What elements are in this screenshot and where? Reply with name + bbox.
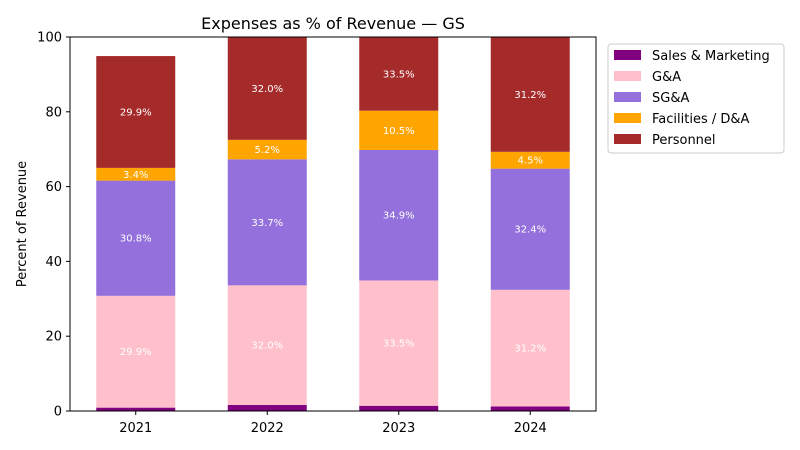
y-axis-title: Percent of Revenue <box>15 161 30 287</box>
legend-label: Personnel <box>652 133 716 148</box>
bar-sg-a-2022 <box>227 159 307 286</box>
bar-personnel-2024 <box>490 37 570 152</box>
legend-label: Sales & Marketing <box>652 49 770 64</box>
y-axis: 0 20 40 60 80 100 <box>37 31 70 420</box>
bar-facilities-d-a-2021 <box>96 167 176 181</box>
y-tick-label: 80 <box>45 105 62 120</box>
bar-g-a-2023 <box>359 280 439 406</box>
x-axis: 2021 2022 2023 2024 <box>119 411 547 436</box>
plot-frame <box>69 36 597 412</box>
data-label: 4.5% <box>518 156 543 167</box>
legend-label: G&A <box>652 70 681 85</box>
bar-g-a-2021 <box>96 295 176 408</box>
bar-sales-marketing-2022 <box>227 405 307 411</box>
x-tick-label: 2021 <box>119 421 152 436</box>
y-tick-label: 20 <box>45 330 62 345</box>
bar-sales-marketing-2023 <box>359 405 439 411</box>
bar-labels-group: 29.9% 30.8% 3.4% 29.9% 32.0% 33.7% 5.2% 32.0% 33… <box>120 69 546 358</box>
data-label: 34.9% <box>383 211 415 222</box>
y-tick-label: 100 <box>37 31 62 46</box>
x-tick-label: 2023 <box>382 421 415 436</box>
data-label: 30.8% <box>120 234 152 245</box>
bar-personnel-2022 <box>227 37 307 140</box>
legend-swatch-personnel <box>614 134 641 144</box>
bar-personnel-2021 <box>96 56 176 168</box>
bar-sg-a-2023 <box>359 149 439 281</box>
chart-title: Expenses as % of Revenue — GS <box>201 14 465 33</box>
data-label: 29.9% <box>120 107 152 118</box>
data-label: 33.7% <box>251 218 283 229</box>
y-tick-label: 0 <box>54 405 62 420</box>
data-label: 29.9% <box>120 347 152 358</box>
data-label: 31.2% <box>514 344 546 355</box>
bar-g-a-2022 <box>227 285 307 406</box>
data-label: 32.0% <box>251 341 283 352</box>
bar-facilities-d-a-2022 <box>227 139 307 160</box>
data-label: 32.0% <box>251 84 283 95</box>
bar-facilities-d-a-2023 <box>359 110 439 150</box>
data-label: 33.5% <box>383 69 415 80</box>
data-label: 5.2% <box>255 145 280 156</box>
bar-sg-a-2021 <box>96 180 176 296</box>
data-label: 32.4% <box>514 225 546 236</box>
bar-sales-marketing-2021 <box>96 407 176 411</box>
x-tick-label: 2024 <box>514 421 547 436</box>
x-tick-label: 2022 <box>251 421 284 436</box>
data-label: 33.5% <box>383 339 415 350</box>
data-label: 31.2% <box>514 90 546 101</box>
legend-swatch-sg-a <box>614 92 641 102</box>
legend-swatch-g-a <box>614 71 641 81</box>
data-label: 3.4% <box>123 170 148 181</box>
bar-facilities-d-a-2024 <box>490 151 570 169</box>
bars-group <box>96 37 570 411</box>
y-tick-label: 40 <box>45 255 62 270</box>
legend-swatch-facilities-d-a <box>614 113 641 123</box>
legend-label: Facilities / D&A <box>652 112 750 127</box>
bar-g-a-2024 <box>490 289 570 407</box>
data-label: 10.5% <box>383 126 415 137</box>
legend-swatch-sales-marketing <box>614 50 641 60</box>
legend-box <box>607 43 785 154</box>
legend-label: SG&A <box>652 91 689 106</box>
y-tick-label: 60 <box>45 180 62 195</box>
bar-sales-marketing-2024 <box>490 406 570 411</box>
bar-sg-a-2024 <box>490 168 570 290</box>
bar-personnel-2023 <box>359 37 439 111</box>
legend: Sales & Marketing G&A SG&A Facilities / D&A… <box>607 43 785 154</box>
